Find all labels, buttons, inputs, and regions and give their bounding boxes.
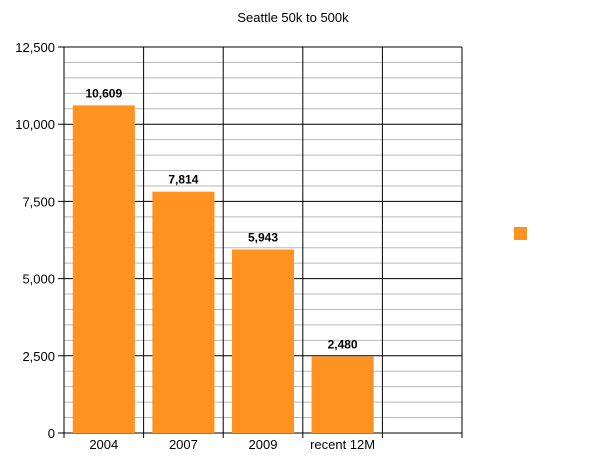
- x-tick-label: recent 12M: [310, 437, 375, 452]
- data-label: 5,943: [248, 230, 278, 244]
- data-label: 10,609: [85, 86, 122, 100]
- bar-series: 10,609 7,814 5,943 2,480: [72, 86, 374, 434]
- x-tick-label: 2004: [89, 437, 118, 452]
- bar: [231, 249, 295, 433]
- y-tick-label: 7,500: [22, 194, 55, 209]
- data-label: 2,480: [328, 337, 358, 351]
- y-tick-label: 12,500: [15, 40, 55, 55]
- y-tick-label: 10,000: [15, 117, 55, 132]
- chart-title: Seattle 50k to 500k: [237, 10, 349, 25]
- bar: [311, 356, 374, 433]
- legend-swatch: [514, 227, 527, 240]
- legend: [514, 227, 527, 240]
- x-axis: 2004 2007 2009 recent 12M: [89, 437, 375, 452]
- y-tick-label: 2,500: [22, 349, 55, 364]
- data-label: 7,814: [168, 173, 198, 187]
- bar: [72, 105, 135, 434]
- bar: [152, 191, 215, 433]
- x-tick-label: 2007: [169, 437, 198, 452]
- y-tick-label: 0: [48, 426, 55, 441]
- x-tick-label: 2009: [249, 437, 278, 452]
- y-axis: 0 2,500 5,000 7,500 10,000 12,500: [15, 40, 55, 441]
- y-tick-label: 5,000: [22, 272, 55, 287]
